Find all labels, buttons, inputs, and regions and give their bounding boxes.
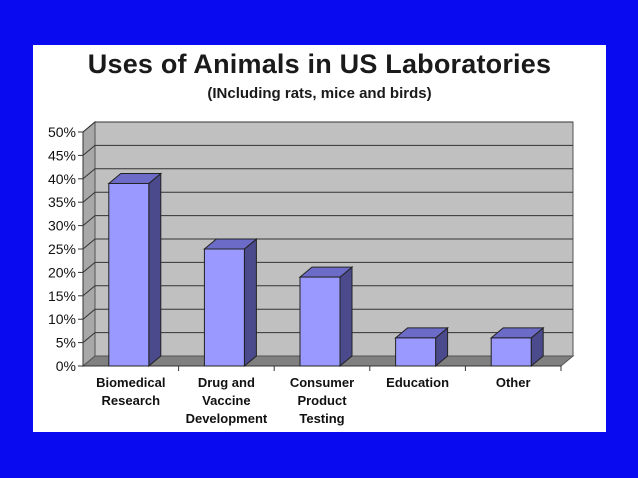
bar-side — [339, 266, 353, 368]
y-tick-label: 35% — [48, 194, 76, 210]
bar — [395, 337, 437, 367]
y-tick-label: 10% — [48, 311, 76, 327]
y-tick-label: 50% — [48, 124, 76, 140]
gridline — [82, 215, 573, 226]
gridline — [82, 191, 573, 203]
bar — [203, 248, 245, 367]
chart-panel: Uses of Animals in US Laboratories (INcl… — [33, 45, 606, 432]
gridline — [82, 261, 573, 273]
y-tick-label: 40% — [48, 171, 76, 187]
bar — [299, 276, 341, 367]
bar — [490, 337, 532, 367]
gridline — [82, 168, 573, 180]
gridline — [82, 144, 573, 156]
bar-side — [148, 172, 162, 368]
y-tick-label: 25% — [48, 241, 76, 257]
y-tick-label: 15% — [48, 288, 76, 304]
y-tick-label: 30% — [48, 218, 76, 234]
gridline — [82, 238, 573, 250]
category-label: Consumer Product Testing — [290, 375, 354, 426]
category-label: Biomedical Research — [96, 375, 165, 408]
bar-chart: 0% 5% 10% 15% 20% 25% 30% 35% 40% 45% 50% Biomedica… — [48, 120, 575, 426]
y-tick-label: 5% — [56, 335, 76, 351]
category-label: Other — [496, 375, 531, 390]
gridline — [82, 285, 573, 297]
chart-title: Uses of Animals in US Laboratories — [87, 49, 552, 79]
category-label: Education — [386, 375, 449, 390]
y-tick-label: 0% — [56, 358, 76, 374]
y-tick-label: 20% — [48, 264, 76, 280]
bar-side — [243, 237, 257, 368]
bar — [108, 182, 150, 367]
gridline — [82, 308, 573, 320]
category-label: Drug and Vaccine Development — [186, 375, 268, 426]
chart-subtitle: (INcluding rats, mice and birds) — [207, 85, 432, 102]
y-tick-label: 45% — [48, 147, 76, 163]
gridline — [82, 121, 573, 133]
